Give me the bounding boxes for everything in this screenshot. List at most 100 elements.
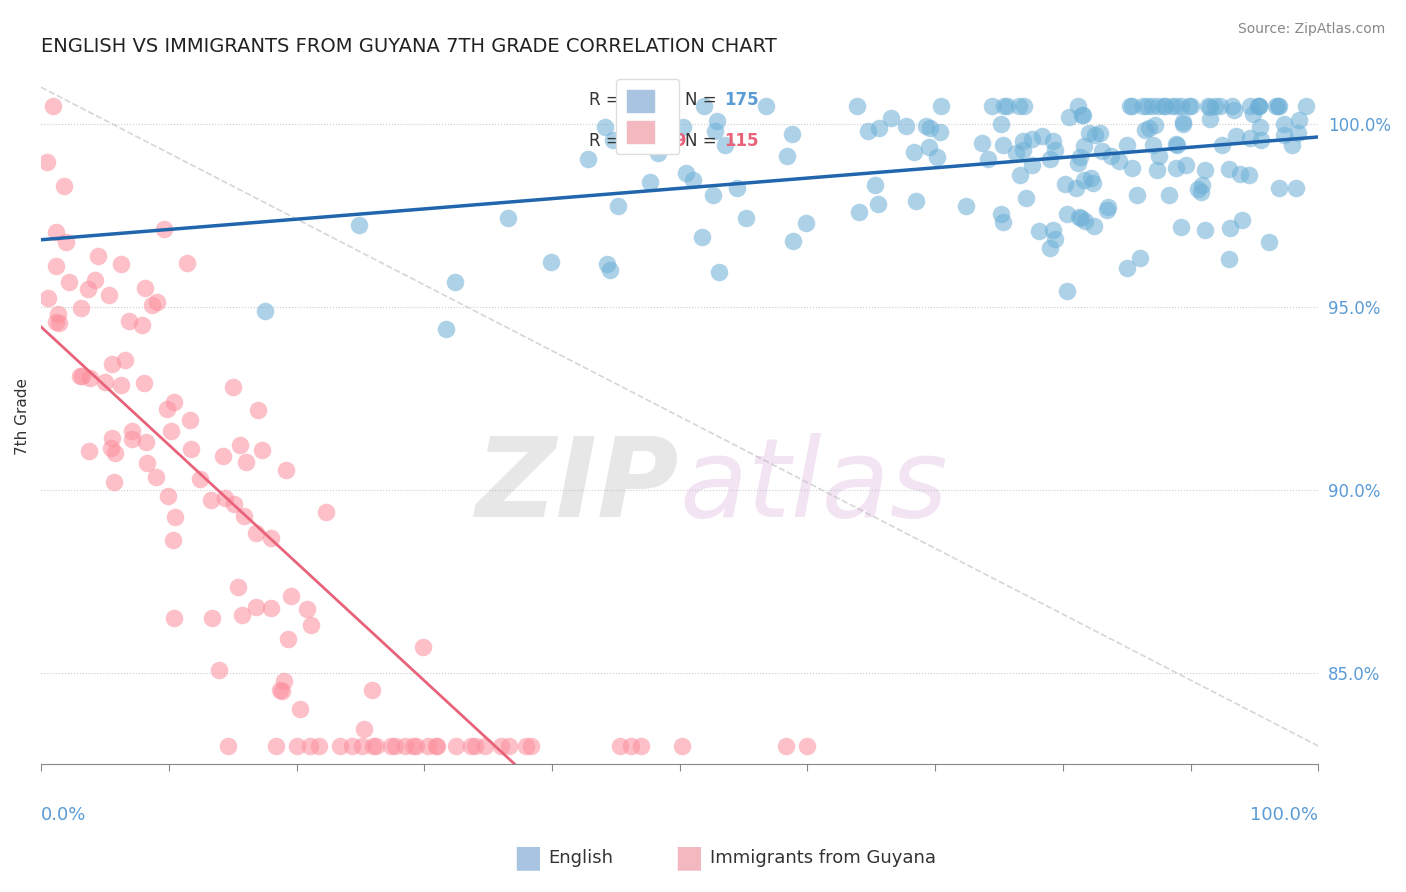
Point	[1218, 161, 1240, 176]
Point	[1011, 143, 1033, 157]
Point	[1042, 135, 1064, 149]
Point	[776, 149, 799, 163]
Point	[1187, 182, 1209, 196]
Text: R =: R =	[589, 131, 624, 150]
Point	[425, 739, 447, 753]
Point	[84, 272, 107, 286]
Point	[1136, 98, 1159, 112]
Point	[1028, 224, 1050, 238]
Point	[1004, 146, 1026, 161]
Point	[405, 739, 427, 753]
Point	[1178, 98, 1201, 112]
Point	[159, 424, 181, 438]
Y-axis label: 7th Grade: 7th Grade	[15, 378, 30, 455]
Point	[434, 322, 457, 336]
Point	[1153, 98, 1175, 112]
Point	[1095, 203, 1118, 218]
Point	[180, 442, 202, 457]
Point	[152, 221, 174, 235]
Point	[977, 152, 1000, 166]
Point	[1205, 98, 1227, 112]
Point	[277, 632, 299, 647]
Point	[214, 491, 236, 505]
Point	[1250, 133, 1272, 147]
Point	[114, 353, 136, 368]
Point	[157, 490, 180, 504]
Point	[76, 282, 98, 296]
Point	[1239, 98, 1261, 112]
Text: ■: ■	[513, 844, 541, 872]
Point	[1147, 98, 1170, 112]
Point	[896, 119, 918, 133]
Text: ZIP: ZIP	[477, 433, 679, 540]
Point	[1056, 285, 1078, 299]
Point	[110, 378, 132, 392]
Point	[1249, 120, 1271, 135]
Text: N =: N =	[685, 91, 721, 109]
Point	[134, 281, 156, 295]
Point	[1285, 180, 1308, 194]
Point	[991, 138, 1014, 153]
Point	[671, 739, 693, 753]
Text: 175: 175	[724, 91, 759, 109]
Point	[1170, 220, 1192, 235]
Point	[1257, 235, 1279, 250]
Point	[426, 739, 449, 753]
Point	[1097, 200, 1119, 214]
Text: Source: ZipAtlas.com: Source: ZipAtlas.com	[1237, 22, 1385, 37]
Point	[1073, 138, 1095, 153]
Point	[1295, 98, 1317, 112]
Point	[1170, 98, 1192, 112]
Point	[464, 739, 486, 753]
Point	[87, 248, 110, 262]
Point	[131, 318, 153, 332]
Point	[1157, 187, 1180, 202]
Point	[1088, 126, 1111, 140]
Point	[1039, 241, 1062, 255]
Point	[228, 437, 250, 451]
Point	[990, 207, 1012, 221]
Point	[1230, 213, 1253, 227]
Point	[200, 493, 222, 508]
Point	[609, 739, 631, 753]
Point	[380, 739, 402, 753]
Point	[1015, 191, 1038, 205]
Point	[110, 257, 132, 271]
Point	[1223, 103, 1246, 117]
Point	[101, 431, 124, 445]
Point	[1139, 121, 1161, 136]
Point	[1208, 98, 1230, 112]
Point	[58, 275, 80, 289]
Point	[1142, 138, 1164, 153]
Point	[1164, 98, 1187, 112]
Point	[418, 739, 440, 753]
Point	[690, 229, 713, 244]
Point	[55, 235, 77, 250]
Point	[48, 316, 70, 330]
Point	[693, 98, 716, 112]
Point	[630, 739, 652, 753]
Text: 115: 115	[724, 131, 759, 150]
Point	[995, 98, 1018, 112]
Point	[132, 376, 155, 390]
Point	[1239, 131, 1261, 145]
Point	[1069, 211, 1091, 225]
Point	[1191, 178, 1213, 193]
Point	[1146, 162, 1168, 177]
Point	[1218, 252, 1240, 267]
Point	[515, 739, 537, 753]
Point	[1194, 223, 1216, 237]
Point	[498, 739, 520, 753]
Point	[1053, 178, 1076, 192]
Point	[254, 303, 277, 318]
Point	[232, 508, 254, 523]
Point	[1174, 158, 1197, 172]
Point	[260, 600, 283, 615]
Point	[217, 739, 239, 753]
Point	[52, 178, 75, 193]
Point	[520, 739, 543, 753]
Point	[931, 98, 953, 112]
Point	[1247, 98, 1270, 112]
Point	[1153, 98, 1175, 112]
Point	[444, 739, 467, 753]
